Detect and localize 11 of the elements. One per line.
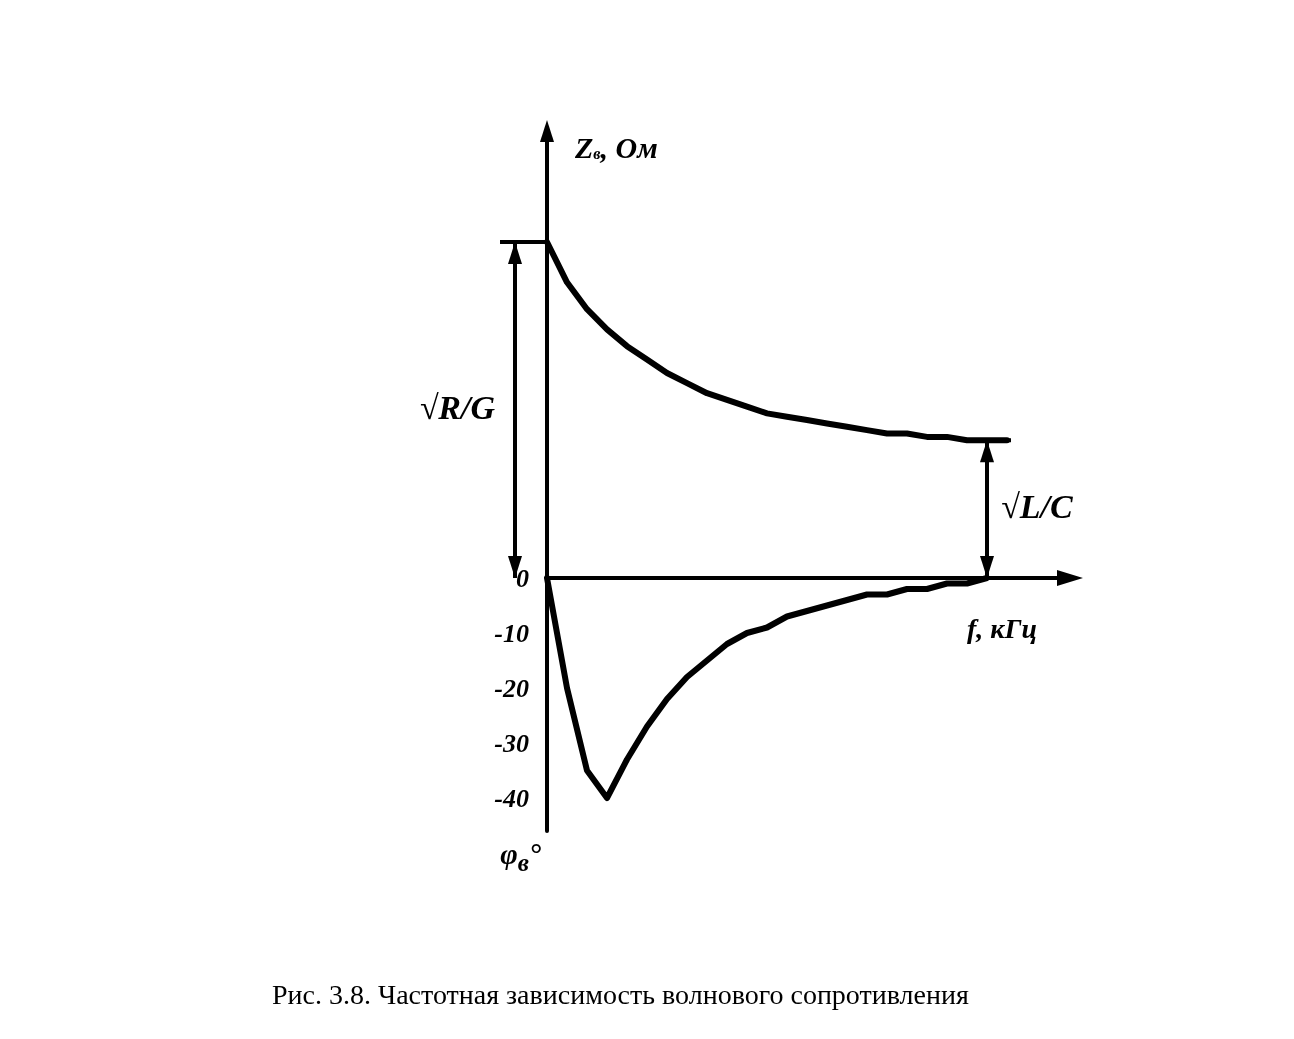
x-axis-title: f, кГц xyxy=(967,612,1037,644)
y-tick-label: -20 xyxy=(494,673,529,703)
y-tick-label: -30 xyxy=(494,728,529,758)
y-axis-title: Zв, Ом xyxy=(574,130,658,164)
annotation: √L/C xyxy=(1001,487,1073,525)
y-axis-title: φ$_{в}$° xyxy=(500,837,541,876)
y-tick-label: 0 xyxy=(516,563,529,593)
text: √R/G xyxy=(419,388,496,426)
y-tick-label: -40 xyxy=(494,783,529,813)
text: Рис. 3.8. Частотная зависимость волнового сопротивления xyxy=(272,978,969,1010)
y-tick-label: -10 xyxy=(494,618,529,648)
